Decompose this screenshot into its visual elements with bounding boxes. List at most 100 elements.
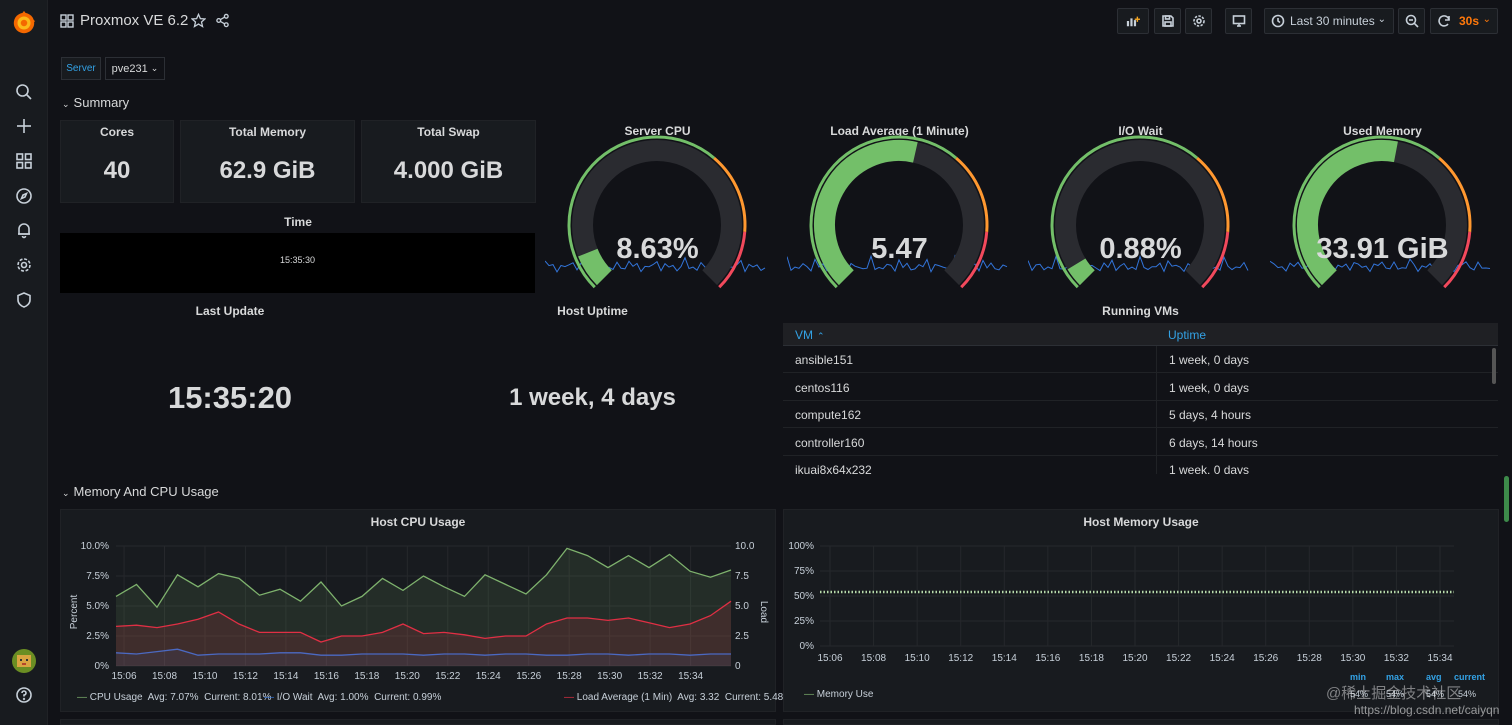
zoom-out-button[interactable] xyxy=(1398,8,1425,34)
dashboard-navbar: Proxmox VE 6.2 Last 30 minutes ⌄ 30s ⌄ xyxy=(48,0,1512,44)
legend-avg-header[interactable]: avg xyxy=(1426,672,1442,682)
dashboards-icon[interactable] xyxy=(12,149,36,173)
y-axis-tick: 25% xyxy=(794,616,814,627)
host-memory-usage-panel: Host Memory Usage 100% 75% 50% 25% 0% 15… xyxy=(783,509,1499,712)
stat-value: 15:35:20 xyxy=(167,380,293,415)
vm-uptime: 6 days, 14 hours xyxy=(1169,435,1258,450)
search-icon[interactable] xyxy=(12,80,36,104)
x-axis-tick: 15:16 xyxy=(314,671,339,682)
legend-max-value: 54% xyxy=(1386,689,1405,699)
gauge-panel-used-memory: Used Memory 33.91 GiB xyxy=(1270,120,1495,290)
table-row: controller160 6 days, 14 hours xyxy=(783,429,1498,456)
watermark: @稀土掘金技术社区 xyxy=(1326,685,1462,702)
alerting-bell-icon[interactable] xyxy=(12,218,36,242)
refresh-chevron-icon: ⌄ xyxy=(1482,14,1491,25)
legend-memory-use[interactable]: — Memory Use xyxy=(804,689,873,700)
threshold-red xyxy=(718,231,747,289)
collapse-chevron-icon: ⌄ xyxy=(62,488,70,498)
cycle-view-mode-button[interactable] xyxy=(1225,8,1252,34)
gauge-arc xyxy=(1270,135,1491,289)
column-header-uptime[interactable]: Uptime xyxy=(1168,328,1207,342)
x-axis-tick: 15:22 xyxy=(1166,653,1191,664)
sort-ascending-icon: ⌃ xyxy=(817,331,825,341)
server-chevron-icon: ⌄ xyxy=(150,63,159,73)
row-summary-header[interactable]: ⌄ Summary xyxy=(62,95,129,110)
vm-uptime: 1 week, 0 days xyxy=(1169,353,1250,367)
gauge-panel-load-average: Load Average (1 Minute) 5.47 xyxy=(787,120,1012,290)
x-axis-tick: 15:20 xyxy=(1122,653,1147,664)
x-axis-tick: 15:26 xyxy=(1253,653,1278,664)
gauge-arc xyxy=(1028,135,1249,289)
series-line xyxy=(115,648,731,656)
last-update-panel: Last Update 15:35:20 xyxy=(60,302,400,472)
time-range-label: Last 30 minutes xyxy=(1290,14,1375,28)
x-axis-tick: 15:06 xyxy=(112,671,137,682)
table-scrollbar[interactable] xyxy=(1492,348,1496,384)
gauge-fill xyxy=(814,140,918,286)
grafana-logo-icon[interactable] xyxy=(10,9,38,37)
gauge-fill xyxy=(578,248,613,286)
vm-uptime: 5 days, 4 hours xyxy=(1169,408,1252,422)
column-header-vm[interactable]: VM ⌃ xyxy=(795,328,825,342)
gauge-arc xyxy=(787,135,1008,289)
gauge-value: 33.91 GiB xyxy=(1316,233,1449,265)
row-memory-cpu-header[interactable]: ⌄ Memory And CPU Usage xyxy=(62,484,219,499)
vm-uptime: 1 week, 0 days xyxy=(1169,380,1250,395)
x-axis-tick: 15:18 xyxy=(1079,653,1104,664)
vm-name: centos116 xyxy=(795,380,850,395)
y-axis-right-tick: 2.5 xyxy=(735,631,749,642)
legend-avg: Avg: 1.00% xyxy=(317,692,369,703)
legend-name: CPU Usage xyxy=(89,692,143,703)
legend-io-wait[interactable]: — I/O Wait Avg: 1.00% Current: 0.99% xyxy=(264,692,441,703)
clock-time: 15:35:30 xyxy=(279,255,316,265)
server-admin-shield-icon[interactable] xyxy=(12,288,36,312)
y-axis-tick: 7.5% xyxy=(86,571,109,582)
collapse-chevron-icon: ⌄ xyxy=(62,99,70,109)
refresh-interval[interactable]: 30s xyxy=(1459,14,1480,28)
help-icon[interactable] xyxy=(12,683,36,707)
stat-value: 62.9 GiB xyxy=(219,157,316,184)
explore-compass-icon[interactable] xyxy=(12,184,36,208)
next-panel-edge xyxy=(783,719,1499,725)
panel-title: Server CPU xyxy=(624,124,691,138)
legend-max-header[interactable]: max xyxy=(1386,672,1405,682)
y-axis-right-tick: 0 xyxy=(735,661,741,672)
x-axis-tick: 15:28 xyxy=(1297,653,1322,664)
dashboard-settings-button[interactable] xyxy=(1185,8,1212,34)
y-axis-right-tick: 10.0 xyxy=(735,541,755,552)
next-panel-edge xyxy=(60,719,776,725)
y-axis-tick: 10.0% xyxy=(81,541,109,552)
panel-title: Last Update xyxy=(195,304,265,318)
refresh-icon[interactable] xyxy=(1437,14,1451,28)
table-row: centos116 1 week, 0 days xyxy=(783,374,1498,401)
threshold-orange xyxy=(1196,156,1230,233)
legend-current-value: 54% xyxy=(1458,689,1477,699)
x-axis-tick: 15:26 xyxy=(516,671,541,682)
save-dashboard-button[interactable] xyxy=(1154,8,1181,34)
gauge-fill xyxy=(1067,258,1095,286)
legend-cpu-usage[interactable]: — CPU Usage Avg: 7.07% Current: 8.01% xyxy=(77,692,271,703)
x-axis-tick: 15:24 xyxy=(1210,653,1235,664)
x-axis-tick: 15:12 xyxy=(948,653,973,664)
threshold-orange xyxy=(1438,156,1472,233)
legend-dash: — xyxy=(564,692,574,703)
page-scrollbar[interactable] xyxy=(1504,476,1509,522)
legend-min-header[interactable]: min xyxy=(1350,672,1367,682)
host-cpu-usage-panel: Host CPU Usage 10.0% 7.5% 5.0% 2.5% 0% 1… xyxy=(60,509,783,712)
server-variable-select[interactable]: pve231 ⌄ xyxy=(105,57,165,80)
plus-icon[interactable] xyxy=(12,114,36,138)
user-avatar[interactable] xyxy=(12,649,36,673)
configuration-gear-icon[interactable] xyxy=(12,253,36,277)
legend-dash: — xyxy=(77,692,87,703)
time-range-picker[interactable]: Last 30 minutes ⌄ xyxy=(1264,8,1394,34)
legend-current-header[interactable]: current xyxy=(1454,672,1486,682)
vm-name: controller160 xyxy=(795,435,865,450)
share-icon[interactable] xyxy=(215,13,230,33)
star-icon[interactable] xyxy=(190,12,207,33)
add-panel-button[interactable] xyxy=(1117,8,1149,34)
dashboard-title[interactable]: Proxmox VE 6.2 xyxy=(80,12,189,29)
legend-load-average[interactable]: — Load Average (1 Min) Avg: 3.32 Current… xyxy=(564,692,783,703)
refresh-picker[interactable]: 30s ⌄ xyxy=(1430,8,1498,34)
y-axis-tick: 2.5% xyxy=(86,631,109,642)
vm-name: ikuai8x64x232 xyxy=(795,463,872,474)
